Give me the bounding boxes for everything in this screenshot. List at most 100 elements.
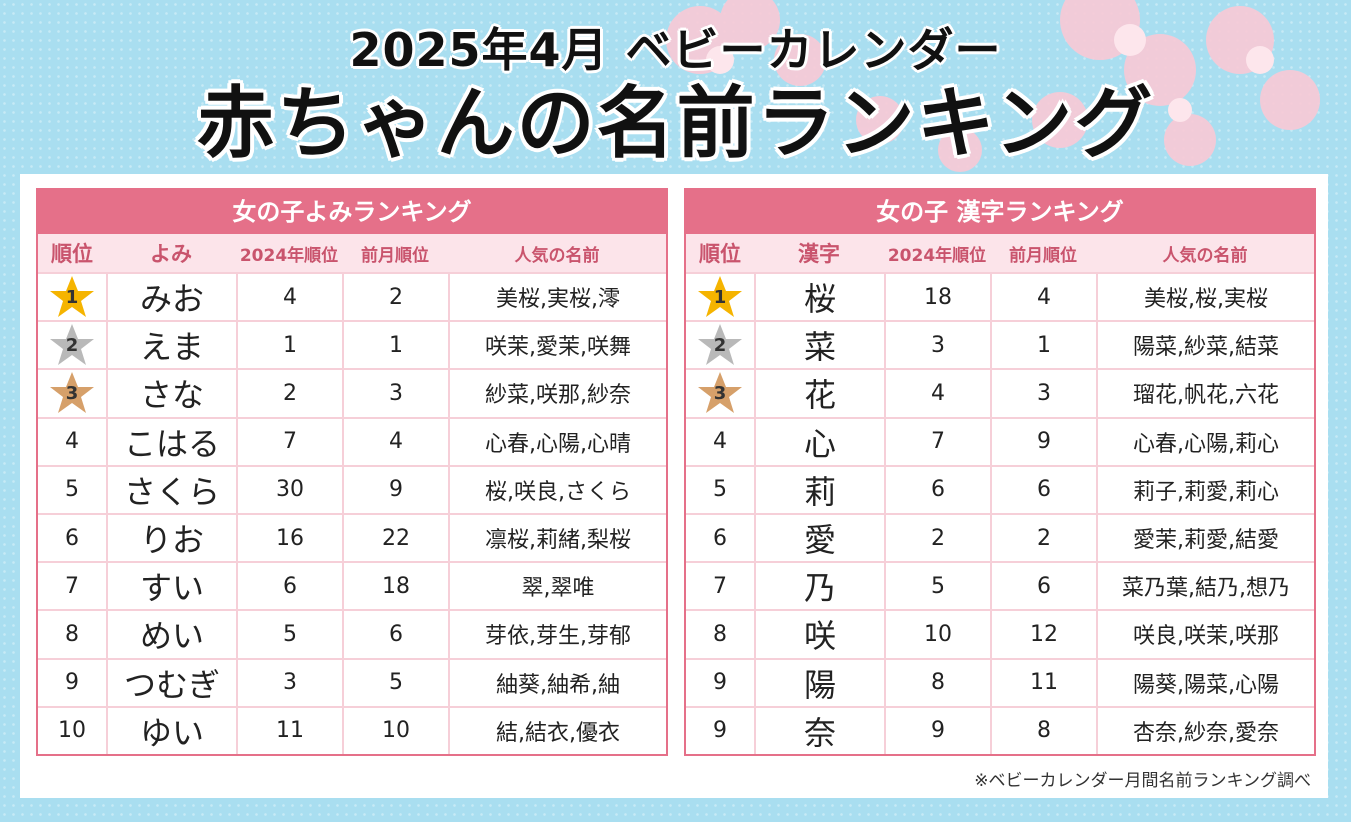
rank-2024-cell: 7 [884, 418, 990, 465]
rank-cell: 2 [38, 322, 106, 368]
rank-cell: 8 [713, 621, 727, 647]
rank-2024-cell: 8 [884, 659, 990, 706]
rank-2024-cell: 2 [884, 514, 990, 562]
popular-names-cell: 美桜,桜,実桜 [1096, 274, 1314, 321]
rank-2024-cell: 16 [236, 514, 342, 562]
prev-rank-cell: 12 [990, 611, 1096, 658]
prev-rank-cell: 4 [990, 274, 1096, 321]
name-cell: こはる [106, 418, 236, 465]
table-title: 女の子よみランキング [38, 190, 666, 234]
name-cell: 咲 [754, 611, 884, 658]
prev-rank-cell: 2 [342, 274, 448, 321]
rank-cell: 6 [65, 525, 79, 551]
table-row: 7 乃 5 6 菜乃葉,結乃,想乃 [686, 561, 1314, 610]
rank-2024-cell: 7 [236, 418, 342, 465]
col-header-prev-rank: 前月順位 [361, 245, 429, 266]
rank-cell: 9 [713, 670, 727, 696]
name-cell: えま [106, 322, 236, 369]
popular-names-cell: 凛桜,莉緒,梨桜 [448, 514, 666, 562]
col-header-rank: 順位 [51, 242, 93, 266]
rank-2024-cell: 4 [884, 370, 990, 417]
rank-cell: 8 [65, 621, 79, 647]
prev-rank-cell: 22 [342, 514, 448, 562]
rank-cell: 5 [65, 477, 79, 503]
rank-2024-cell: 3 [236, 659, 342, 706]
prev-rank-cell: 1 [990, 322, 1096, 369]
col-header-popular-names: 人気の名前 [1162, 245, 1248, 266]
rank-cell: 9 [65, 670, 79, 696]
rank-2024-cell: 10 [884, 611, 990, 658]
table-row: 8 咲 10 12 咲良,咲茉,咲那 [686, 609, 1314, 658]
col-header-rank: 順位 [699, 242, 741, 266]
rank-cell: 3 [38, 370, 106, 416]
popular-names-cell: 翠,翠唯 [448, 563, 666, 610]
rank-2024-cell: 6 [884, 466, 990, 513]
name-cell: みお [106, 274, 236, 321]
name-cell: つむぎ [106, 659, 236, 706]
col-header-reading: よみ [150, 242, 192, 266]
rank-cell: 4 [713, 429, 727, 455]
rank-cell: 2 [686, 322, 754, 368]
popular-names-cell: 咲茉,愛茉,咲舞 [448, 322, 666, 369]
popular-names-cell: 結,結衣,優衣 [448, 707, 666, 754]
popular-names-cell: 杏奈,紗奈,愛奈 [1096, 707, 1314, 754]
prev-rank-cell: 4 [342, 418, 448, 465]
name-cell: 陽 [754, 659, 884, 706]
page-title-top: 2025年4月 ベビーカレンダー [349, 23, 1002, 77]
prev-rank-cell: 8 [990, 707, 1096, 754]
rank-number: 3 [713, 383, 727, 405]
table-body: 1 みお 4 2 美桜,実桜,澪 2 えま 1 1 咲茉,愛茉,咲舞 3 さな 2 3 紗菜,咲那,紗奈 4 こ… [38, 272, 666, 754]
popular-names-cell: 瑠花,帆花,六花 [1096, 370, 1314, 417]
popular-names-cell: 紬葵,紬希,紬 [448, 659, 666, 706]
popular-names-cell: 陽菜,紗菜,結菜 [1096, 322, 1314, 369]
popular-names-cell: 紗菜,咲那,紗奈 [448, 370, 666, 417]
table-row: 3 さな 2 3 紗菜,咲那,紗奈 [38, 368, 666, 417]
rank-number: 1 [713, 287, 727, 309]
rank-number: 3 [65, 383, 79, 405]
rank-cell: 5 [713, 477, 727, 503]
prev-rank-cell: 6 [990, 466, 1096, 513]
col-header-2024-rank: 2024年順位 [887, 245, 987, 266]
prev-rank-cell: 9 [342, 466, 448, 513]
table-row: 9 陽 8 11 陽葵,陽菜,心陽 [686, 657, 1314, 706]
rank-2024-cell: 6 [236, 563, 342, 610]
page-title-main: 赤ちゃんの名前ランキング [196, 79, 1155, 169]
prev-rank-cell: 9 [990, 418, 1096, 465]
popular-names-cell: 陽葵,陽菜,心陽 [1096, 659, 1314, 706]
rank-2024-cell: 9 [884, 707, 990, 754]
popular-names-cell: 桜,咲良,さくら [448, 466, 666, 513]
rank-number: 2 [65, 335, 79, 357]
header-row: 順位 漢字 2024年順位 前月順位 人気の名前 [686, 234, 1314, 272]
col-header-popular-names: 人気の名前 [514, 245, 600, 266]
rank-cell: 10 [58, 718, 86, 744]
col-header-kanji: 漢字 [798, 242, 840, 266]
popular-names-cell: 咲良,咲茉,咲那 [1096, 611, 1314, 658]
rank-star-icon: 3 [49, 370, 95, 416]
rank-star-icon: 2 [697, 322, 743, 368]
rank-number: 2 [713, 335, 727, 357]
popular-names-cell: 莉子,莉愛,莉心 [1096, 466, 1314, 513]
rank-cell: 1 [686, 274, 754, 320]
rank-cell: 6 [713, 525, 727, 551]
reading-ranking-table: 女の子よみランキング 順位 よみ 2024年順位 前月順位 人気の名前 1 みお 4… [36, 188, 668, 756]
table-row: 5 さくら 30 9 桜,咲良,さくら [38, 464, 666, 513]
rank-cell: 3 [686, 370, 754, 416]
col-header-prev-rank: 前月順位 [1009, 245, 1077, 266]
rank-cell: 4 [65, 429, 79, 455]
rank-number: 1 [65, 287, 79, 309]
name-cell: さな [106, 370, 236, 417]
rank-cell: 7 [65, 573, 79, 599]
header-row: 順位 よみ 2024年順位 前月順位 人気の名前 [38, 234, 666, 272]
rank-2024-cell: 5 [884, 563, 990, 610]
rank-star-icon: 1 [697, 274, 743, 320]
prev-rank-cell: 3 [990, 370, 1096, 417]
table-row: 6 愛 2 2 愛茉,莉愛,結愛 [686, 512, 1314, 562]
popular-names-cell: 菜乃葉,結乃,想乃 [1096, 563, 1314, 610]
rank-star-icon: 1 [49, 274, 95, 320]
prev-rank-cell: 18 [342, 563, 448, 610]
table-row: 6 りお 16 22 凛桜,莉緒,梨桜 [38, 512, 666, 562]
table-title: 女の子 漢字ランキング [686, 190, 1314, 234]
rank-cell: 9 [713, 718, 727, 744]
table-row: 10 ゆい 11 10 結,結衣,優衣 [38, 705, 666, 754]
name-cell: めい [106, 611, 236, 658]
